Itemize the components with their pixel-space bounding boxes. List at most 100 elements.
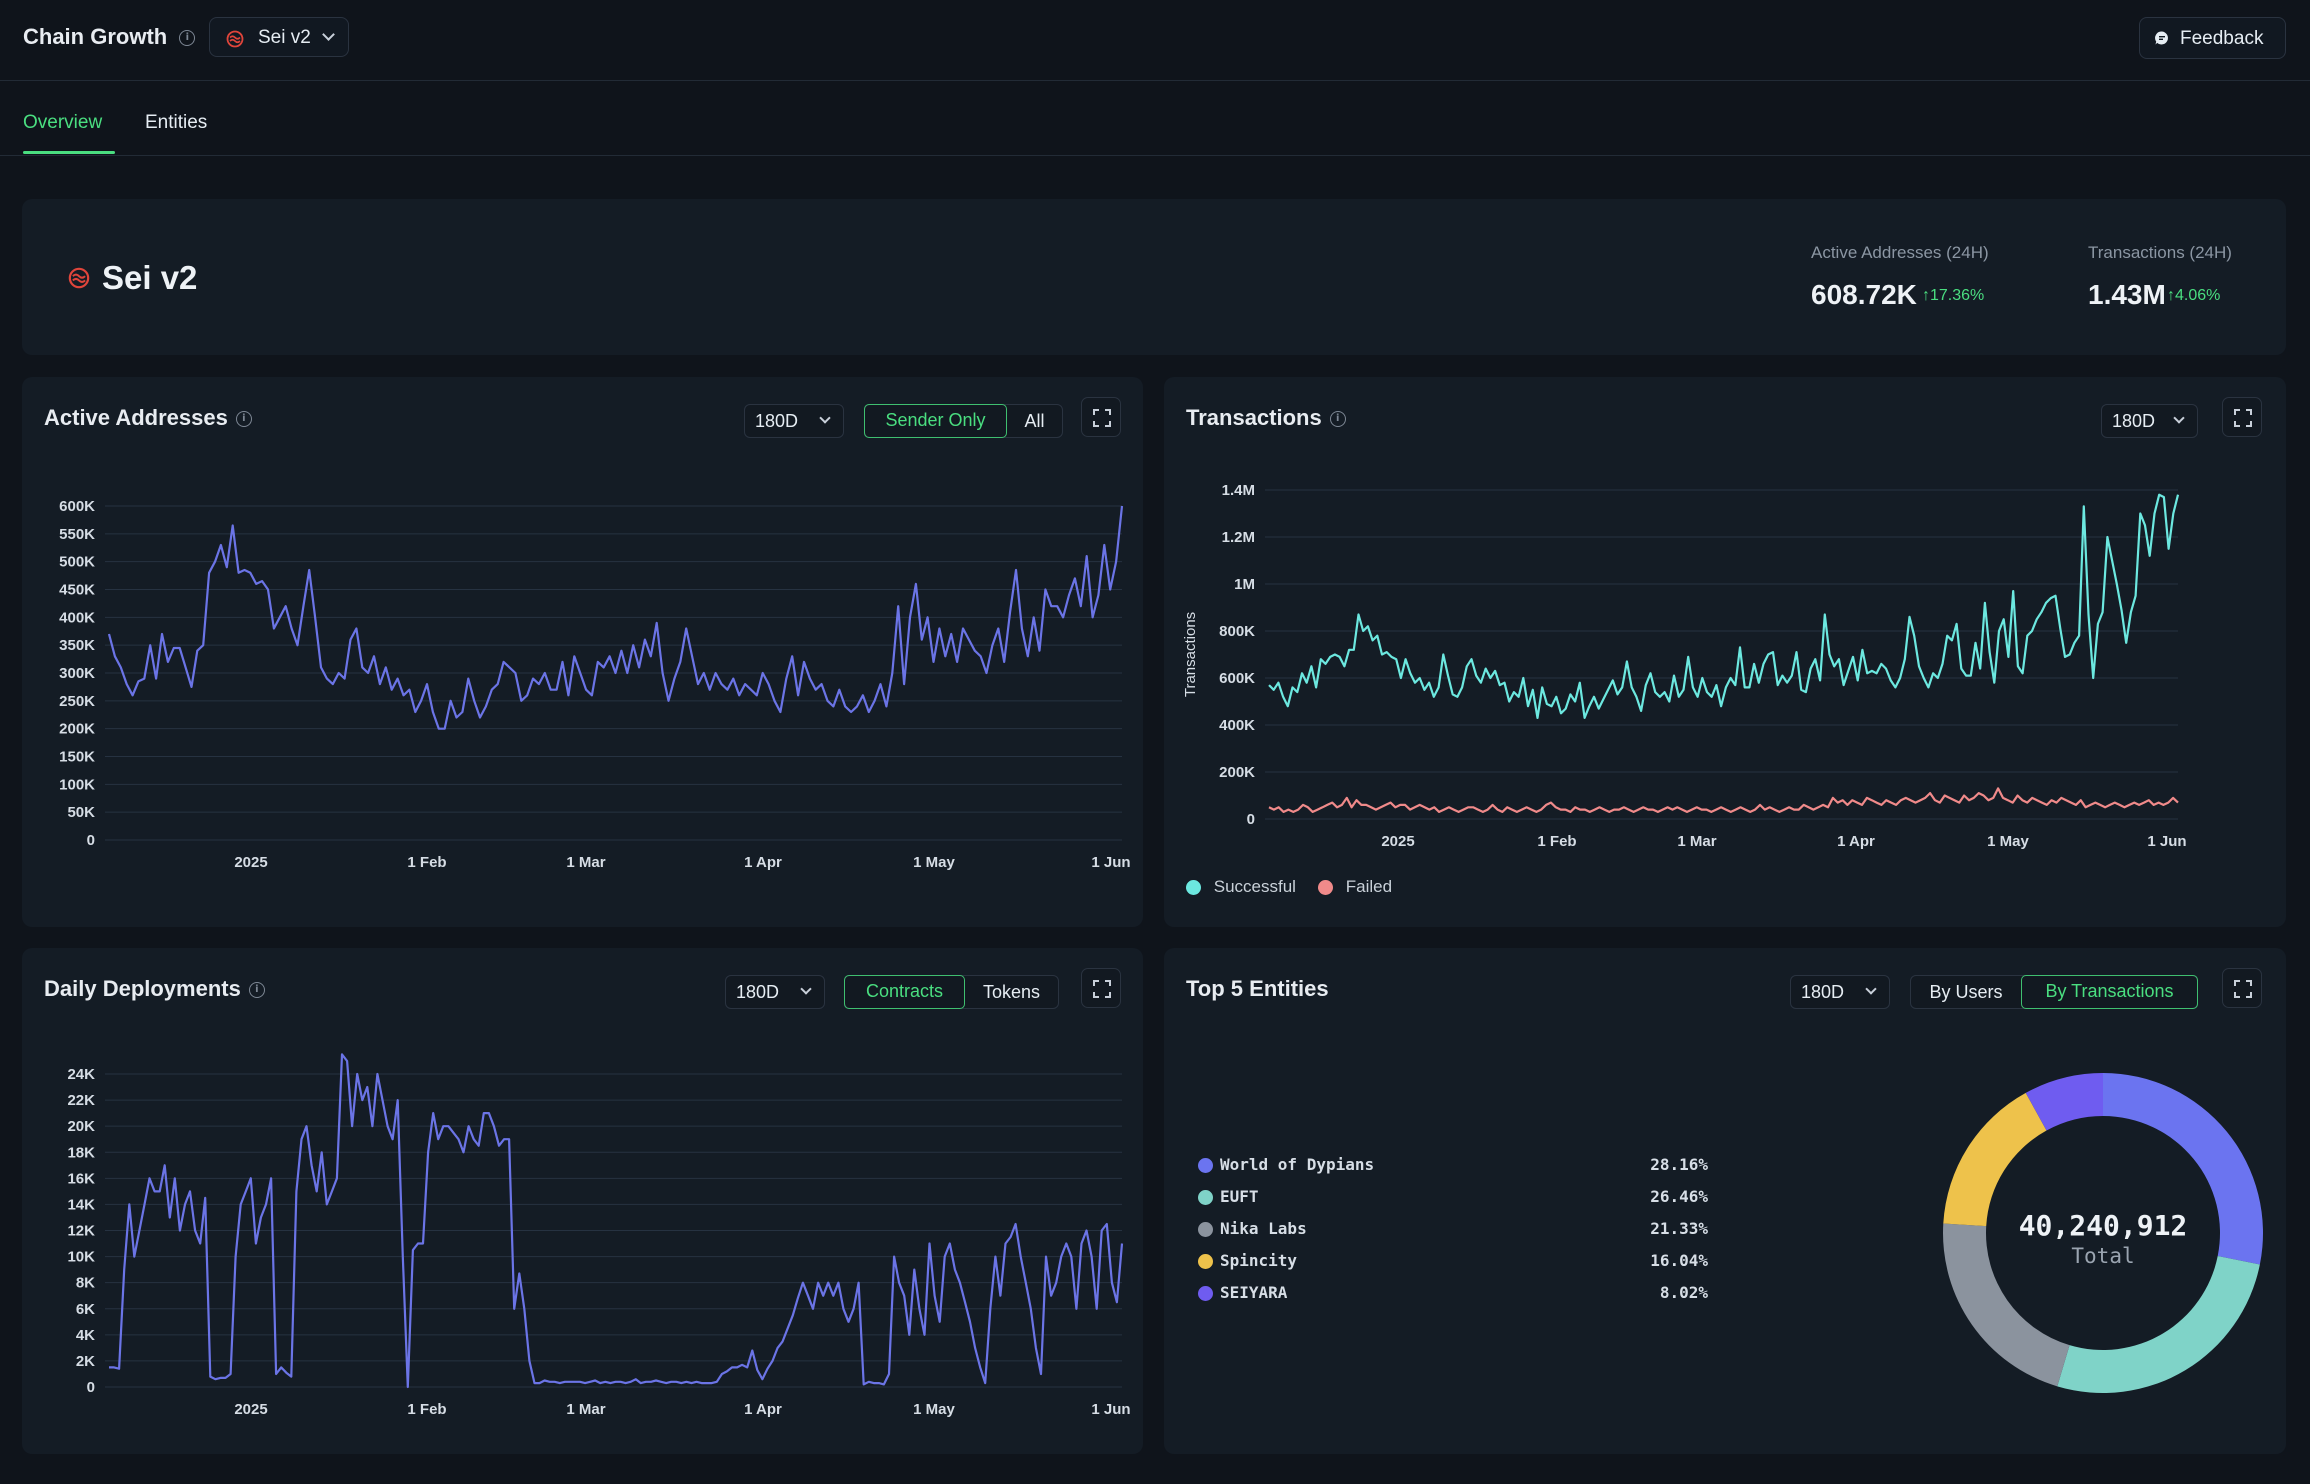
entity-row[interactable]: EUFT 26.46% xyxy=(1198,1182,1708,1214)
entity-metric-toggle: By Users By Transactions xyxy=(1910,975,2198,1009)
range-select-label: 180D xyxy=(755,411,799,431)
range-select-label: 180D xyxy=(2112,411,2156,431)
feedback-button[interactable]: Feedback xyxy=(2139,17,2286,59)
entity-share: 21.33% xyxy=(1650,1219,1708,1238)
expand-icon xyxy=(1093,409,1111,427)
deployment-type-toggle: Contracts Tokens xyxy=(844,975,1059,1009)
daily-deployments-chart: 0 2K 4K 6K 8K 10K 12K 14K 16K 18K 20K 22K 24K 2025 1 F… xyxy=(67,1053,1131,1418)
card-title: Daily Deployments i xyxy=(44,976,265,1002)
arrow-up-icon: ↑ xyxy=(1922,287,1930,304)
active-addresses-chart: 0 50K 100K 150K 200K 250K 300K 350K 400K 450K 500K… xyxy=(59,498,1130,871)
feedback-label: Feedback xyxy=(2180,28,2264,49)
entity-row[interactable]: Spincity 16.04% xyxy=(1198,1246,1708,1278)
x-tick-label: 1 Feb xyxy=(1537,833,1576,850)
sei-logo-icon xyxy=(226,30,244,48)
entity-name: EUFT xyxy=(1220,1187,1259,1206)
range-select[interactable]: 180D xyxy=(2101,404,2198,438)
range-select[interactable]: 180D xyxy=(725,975,825,1009)
toggle-tokens[interactable]: Tokens xyxy=(982,982,1041,1002)
stat-change-text: 4.06% xyxy=(2175,287,2221,304)
page-title: Chain Growth i xyxy=(23,24,196,50)
legend-dot xyxy=(1198,1158,1213,1173)
entity-row[interactable]: SEIYARA 8.02% xyxy=(1198,1278,1708,1310)
entity-name: SEIYARA xyxy=(1220,1283,1288,1302)
toggle-by-transactions[interactable]: By Transactions xyxy=(2021,975,2198,1009)
y-tick-label: 12K xyxy=(67,1223,95,1240)
card-title-text: Daily Deployments xyxy=(44,976,241,1001)
card-title-text: Transactions xyxy=(1186,405,1322,430)
range-select[interactable]: 180D xyxy=(1790,975,1890,1009)
transactions-card: Transactions i 180D 0 200K 400K 600K 800K 1M 1.… xyxy=(1164,377,2286,927)
info-icon[interactable]: i xyxy=(248,982,265,999)
chain-select[interactable]: Sei v2 xyxy=(209,17,349,57)
tab-entities[interactable]: Entities xyxy=(145,112,208,133)
legend-dot-successful xyxy=(1186,880,1201,896)
info-icon[interactable]: i xyxy=(235,411,252,428)
x-tick-label: 1 Apr xyxy=(744,1401,782,1418)
chevron-down-icon xyxy=(322,28,335,41)
x-tick-label: 1 May xyxy=(913,1401,955,1418)
y-tick-label: 100K xyxy=(59,776,95,793)
stat-value: 1.43M xyxy=(2088,279,2166,310)
x-tick-label: 1 Feb xyxy=(407,854,446,871)
x-tick-label: 1 Jun xyxy=(1091,854,1130,871)
x-tick-label: 1 Jun xyxy=(2147,833,2186,850)
legend-dot xyxy=(1198,1222,1213,1237)
y-tick-label: 600K xyxy=(59,498,95,515)
donut-slice-2 xyxy=(1943,1223,2070,1387)
y-tick-label: 14K xyxy=(67,1196,95,1213)
stat-change: ↑4.06% xyxy=(2167,287,2220,305)
donut-slice-1 xyxy=(2057,1256,2260,1393)
stat-value: 608.72K xyxy=(1811,279,1917,310)
y-tick-label: 400K xyxy=(59,609,95,626)
toggle-by-users[interactable]: By Users xyxy=(1929,982,2003,1002)
transactions-chart: 0 200K 400K 600K 800K 1M 1.2M 1.4M 2025 1 Feb 1 Ma… xyxy=(1182,482,2187,850)
top-entities-card: Top 5 Entities 180D By Users By Transact… xyxy=(1164,948,2286,1454)
sei-logo-icon xyxy=(68,267,90,289)
y-tick-label: 800K xyxy=(1219,623,1255,640)
toggle-sender-only[interactable]: Sender Only xyxy=(864,404,1007,438)
range-select-label: 180D xyxy=(1801,982,1845,1002)
x-tick-label: 2025 xyxy=(1381,833,1414,850)
y-tick-label: 200K xyxy=(1219,764,1255,781)
entity-row[interactable]: Nika Labs 21.33% xyxy=(1198,1214,1708,1246)
page-title-text: Chain Growth xyxy=(23,24,168,49)
x-tick-label: 1 May xyxy=(1987,833,2029,850)
info-icon[interactable]: i xyxy=(1329,411,1346,428)
y-tick-label: 600K xyxy=(1219,670,1255,687)
donut-slice-4 xyxy=(2025,1073,2103,1131)
expand-button[interactable] xyxy=(1081,397,1121,437)
expand-button[interactable] xyxy=(2222,968,2262,1008)
tab-bar: Overview Entities xyxy=(0,80,2310,156)
entity-share: 8.02% xyxy=(1659,1283,1708,1302)
toggle-all[interactable]: All xyxy=(1024,411,1045,431)
entity-row[interactable]: World of Dypians 28.16% xyxy=(1198,1150,1708,1182)
range-select[interactable]: 180D xyxy=(744,404,844,438)
tab-overview[interactable]: Overview xyxy=(23,112,103,133)
chain-name: Sei v2 xyxy=(102,259,198,296)
donut-total-label: Total xyxy=(2071,1244,2134,1268)
y-tick-label: 1.2M xyxy=(1222,529,1255,546)
info-icon[interactable]: i xyxy=(179,30,196,47)
y-tick-label: 20K xyxy=(67,1118,95,1135)
x-tick-label: 2025 xyxy=(234,1401,267,1418)
legend-label: Successful xyxy=(1213,877,1296,896)
range-select-label: 180D xyxy=(736,982,780,1002)
legend-successful[interactable]: Successful xyxy=(1186,877,1296,897)
x-tick-label: 2025 xyxy=(234,854,267,871)
series-line-main xyxy=(109,1053,1124,1389)
card-title: Transactions i xyxy=(1186,405,1346,431)
y-tick-label: 1M xyxy=(1234,576,1255,593)
expand-button[interactable] xyxy=(1081,968,1121,1008)
x-tick-label: 1 Mar xyxy=(1677,833,1716,850)
x-tick-label: 1 Apr xyxy=(744,854,782,871)
y-tick-label: 450K xyxy=(59,582,95,599)
legend-failed[interactable]: Failed xyxy=(1318,877,1392,897)
y-tick-label: 500K xyxy=(59,554,95,571)
chat-bubble-icon xyxy=(2155,31,2168,45)
expand-button[interactable] xyxy=(2222,397,2262,437)
toggle-contracts[interactable]: Contracts xyxy=(844,975,965,1009)
y-tick-label: 18K xyxy=(67,1144,95,1161)
legend-label: Failed xyxy=(1345,877,1393,896)
